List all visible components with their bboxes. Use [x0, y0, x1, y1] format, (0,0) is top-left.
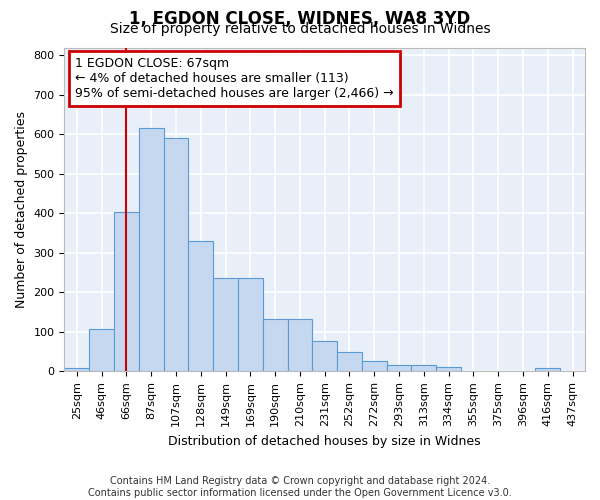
X-axis label: Distribution of detached houses by size in Widnes: Distribution of detached houses by size …: [169, 434, 481, 448]
Bar: [188, 241, 213, 372]
Text: 1 EGDON CLOSE: 67sqm
← 4% of detached houses are smaller (113)
95% of semi-detac: 1 EGDON CLOSE: 67sqm ← 4% of detached ho…: [75, 57, 394, 100]
Text: Size of property relative to detached houses in Widnes: Size of property relative to detached ho…: [110, 22, 490, 36]
Bar: [412, 366, 436, 372]
Bar: [386, 366, 412, 372]
Bar: [238, 278, 263, 372]
Bar: [362, 362, 386, 372]
Y-axis label: Number of detached properties: Number of detached properties: [15, 111, 28, 308]
Bar: [213, 278, 238, 372]
Bar: [436, 368, 461, 372]
Bar: [287, 319, 313, 372]
Bar: [64, 368, 89, 372]
Bar: [164, 138, 188, 372]
Bar: [89, 329, 114, 372]
Text: 1, EGDON CLOSE, WIDNES, WA8 3YD: 1, EGDON CLOSE, WIDNES, WA8 3YD: [130, 10, 470, 28]
Bar: [535, 368, 560, 372]
Bar: [114, 212, 139, 372]
Text: Contains HM Land Registry data © Crown copyright and database right 2024.
Contai: Contains HM Land Registry data © Crown c…: [88, 476, 512, 498]
Bar: [337, 352, 362, 372]
Bar: [263, 319, 287, 372]
Bar: [313, 340, 337, 372]
Bar: [139, 128, 164, 372]
